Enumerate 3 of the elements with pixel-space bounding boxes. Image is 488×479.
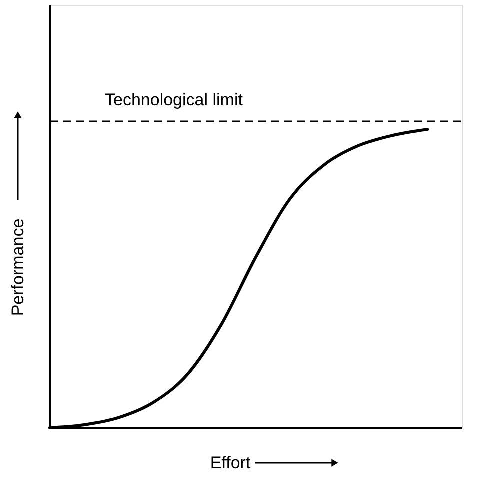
x-axis-title: Effort <box>210 454 251 472</box>
y-axis-title: Performance <box>8 218 28 316</box>
ref-line-label: Technological limit <box>105 90 244 110</box>
